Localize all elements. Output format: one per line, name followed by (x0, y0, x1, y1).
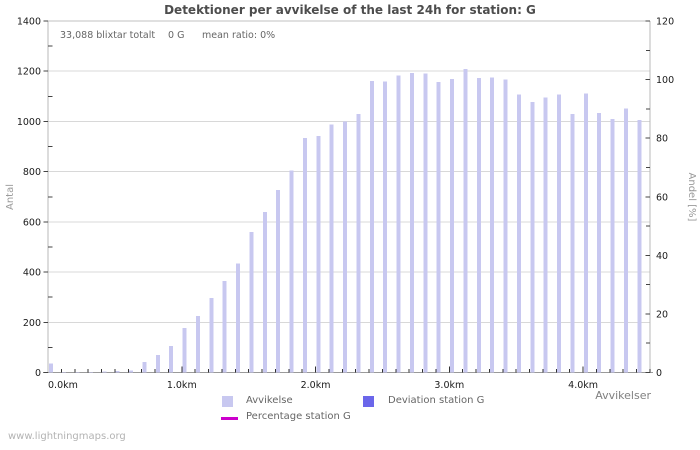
legend-label-deviation: Deviation station G (388, 395, 485, 406)
y-right-axis-label: Andel [%] (686, 173, 697, 222)
y-left-axis-label: Antal (5, 184, 16, 210)
bar-avvikelse (102, 371, 107, 373)
bar-avvikelse (209, 297, 214, 373)
y-left-tick-label: 1000 (17, 117, 41, 128)
bar-avvikelse (610, 118, 615, 373)
stat-mean-ratio: mean ratio: 0% (202, 30, 276, 41)
bar-avvikelse (316, 135, 321, 373)
bar-avvikelse (182, 327, 187, 373)
stat-station-count: 0 G (168, 30, 185, 41)
bar-avvikelse (115, 371, 120, 373)
bar-avvikelse (276, 190, 281, 373)
bar-avvikelse (356, 113, 361, 373)
y-left-tick-label: 600 (23, 217, 41, 228)
x-tick-label: 3.0km (434, 380, 464, 391)
y-right-tick-label: 0 (656, 368, 662, 379)
bar-avvikelse (222, 281, 227, 373)
stat-total-detections: 33,088 blixtar totalt (60, 30, 156, 41)
bar-avvikelse (88, 371, 93, 373)
chart-title: Detektioner per avvikelse of the last 24… (164, 3, 536, 17)
y-left-tick-label: 800 (23, 167, 41, 178)
y-left-tick-label: 200 (23, 318, 41, 329)
bar-avvikelse (476, 78, 481, 373)
bar-avvikelse (490, 77, 495, 373)
bar-avvikelse (396, 75, 401, 373)
bar-avvikelse (48, 363, 53, 373)
bar-avvikelse (557, 94, 562, 373)
y-right-tick-label: 80 (656, 134, 668, 145)
x-axis-label: Avvikelser (595, 389, 651, 402)
y-right-tick-label: 20 (656, 309, 668, 320)
bar-avvikelse (570, 113, 575, 373)
y-left-tick-label: 1400 (17, 17, 41, 28)
y-right-tick-label: 40 (656, 251, 668, 262)
bar-avvikelse (623, 108, 628, 373)
bar-avvikelse (195, 316, 200, 373)
bar-avvikelse (236, 263, 241, 373)
bar-avvikelse (463, 69, 468, 373)
bar-avvikelse (129, 370, 134, 373)
bar-avvikelse (302, 137, 307, 373)
bar-avvikelse (249, 231, 254, 373)
legend-swatch-deviation (363, 396, 374, 407)
bar-avvikelse (343, 121, 348, 373)
bar-avvikelse (450, 79, 455, 373)
bar-avvikelse (583, 93, 588, 373)
legend-swatch-avvikelse (222, 396, 233, 407)
legend-label-avvikelse: Avvikelse (246, 395, 293, 406)
bar-avvikelse (409, 73, 414, 373)
bar-avvikelse (543, 97, 548, 373)
y-left-tick-label: 0 (35, 368, 41, 379)
y-right-tick-label: 120 (656, 17, 674, 28)
legend-swatch-percentage (221, 417, 238, 420)
bar-avvikelse (329, 124, 334, 373)
bar-avvikelse (383, 81, 388, 373)
bar-avvikelse (530, 101, 535, 373)
bar-avvikelse (423, 73, 428, 373)
bar-avvikelse (142, 361, 147, 373)
bar-avvikelse (169, 346, 174, 373)
legend-label-percentage: Percentage station G (246, 411, 351, 422)
bar-avvikelse (436, 82, 441, 373)
x-tick-label: 2.0km (301, 380, 331, 391)
bar-avvikelse (289, 170, 294, 373)
x-tick-label: 4.0km (568, 380, 598, 391)
y-left-tick-label: 1200 (17, 67, 41, 78)
bar-avvikelse (637, 120, 642, 373)
y-right-tick-label: 60 (656, 192, 668, 203)
x-tick-label: 0.0km (48, 380, 78, 391)
x-tick-label: 1.0km (167, 380, 197, 391)
watermark-text: www.lightningmaps.org (8, 431, 126, 442)
bar-avvikelse (516, 94, 521, 373)
bar-avvikelse (597, 112, 602, 373)
bar-avvikelse (262, 211, 267, 373)
y-left-tick-label: 400 (23, 268, 41, 279)
bar-avvikelse (369, 80, 374, 373)
y-right-tick-label: 100 (656, 75, 674, 86)
bar-avvikelse (503, 79, 508, 373)
bar-avvikelse (155, 354, 160, 373)
